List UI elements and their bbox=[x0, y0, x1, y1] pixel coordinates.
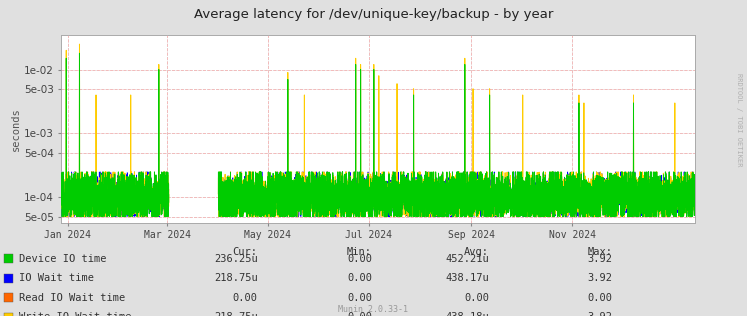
Text: Write IO Wait time: Write IO Wait time bbox=[19, 312, 131, 316]
Text: 0.00: 0.00 bbox=[347, 273, 372, 283]
Text: 438.17u: 438.17u bbox=[445, 273, 489, 283]
Text: Cur:: Cur: bbox=[233, 247, 258, 257]
Text: 236.25u: 236.25u bbox=[214, 253, 258, 264]
Text: Max:: Max: bbox=[588, 247, 613, 257]
Text: Avg:: Avg: bbox=[465, 247, 489, 257]
Text: IO Wait time: IO Wait time bbox=[19, 273, 93, 283]
Text: 0.00: 0.00 bbox=[347, 312, 372, 316]
Text: 3.92: 3.92 bbox=[588, 273, 613, 283]
Text: 218.75u: 218.75u bbox=[214, 273, 258, 283]
Text: 0.00: 0.00 bbox=[347, 253, 372, 264]
Text: 3.92: 3.92 bbox=[588, 312, 613, 316]
Text: Min:: Min: bbox=[347, 247, 372, 257]
Text: 218.75u: 218.75u bbox=[214, 312, 258, 316]
Text: 3.92: 3.92 bbox=[588, 253, 613, 264]
Y-axis label: seconds: seconds bbox=[11, 107, 21, 151]
Text: RRDTOOL / TOBI OETIKER: RRDTOOL / TOBI OETIKER bbox=[736, 73, 742, 167]
Text: 438.18u: 438.18u bbox=[445, 312, 489, 316]
Text: Average latency for /dev/unique-key/backup - by year: Average latency for /dev/unique-key/back… bbox=[193, 8, 554, 21]
Text: Read IO Wait time: Read IO Wait time bbox=[19, 293, 125, 303]
Text: Device IO time: Device IO time bbox=[19, 253, 106, 264]
Text: 0.00: 0.00 bbox=[233, 293, 258, 303]
Text: 0.00: 0.00 bbox=[347, 293, 372, 303]
Text: Munin 2.0.33-1: Munin 2.0.33-1 bbox=[338, 306, 409, 314]
Text: 0.00: 0.00 bbox=[465, 293, 489, 303]
Text: 452.21u: 452.21u bbox=[445, 253, 489, 264]
Text: 0.00: 0.00 bbox=[588, 293, 613, 303]
